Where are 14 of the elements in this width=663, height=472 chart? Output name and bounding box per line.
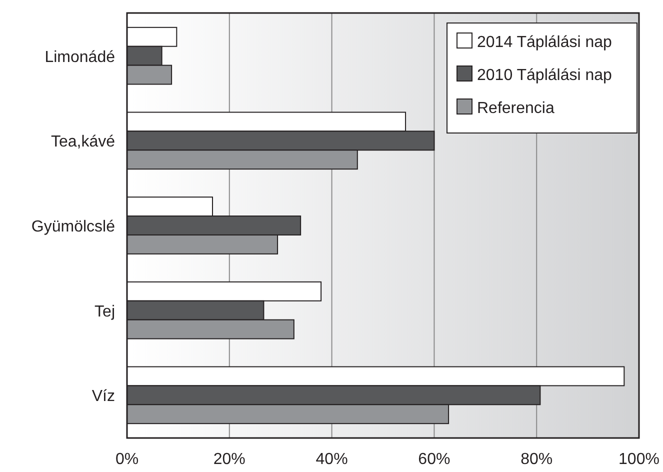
y-tick-label: Limonádé — [44, 48, 116, 66]
x-tick-label: 80% — [520, 451, 553, 468]
x-tick-label: 100% — [618, 451, 660, 468]
y-tick-label: Tej — [94, 303, 115, 320]
x-tick-label: 60% — [418, 451, 450, 468]
x-tick-label: 40% — [316, 451, 348, 468]
y-tick-label: Víz — [92, 388, 115, 406]
legend-label: 2014 Táplálási nap — [477, 34, 612, 51]
x-tick-label: 0% — [115, 451, 139, 468]
legend-label: 2010 Táplálási nap — [477, 67, 612, 84]
legend-label: Referencia — [477, 100, 554, 117]
y-tick-label: Gyümölcslé — [31, 218, 116, 236]
x-tick-label: 20% — [213, 451, 246, 468]
y-tick-label: Tea,kávé — [50, 134, 116, 151]
